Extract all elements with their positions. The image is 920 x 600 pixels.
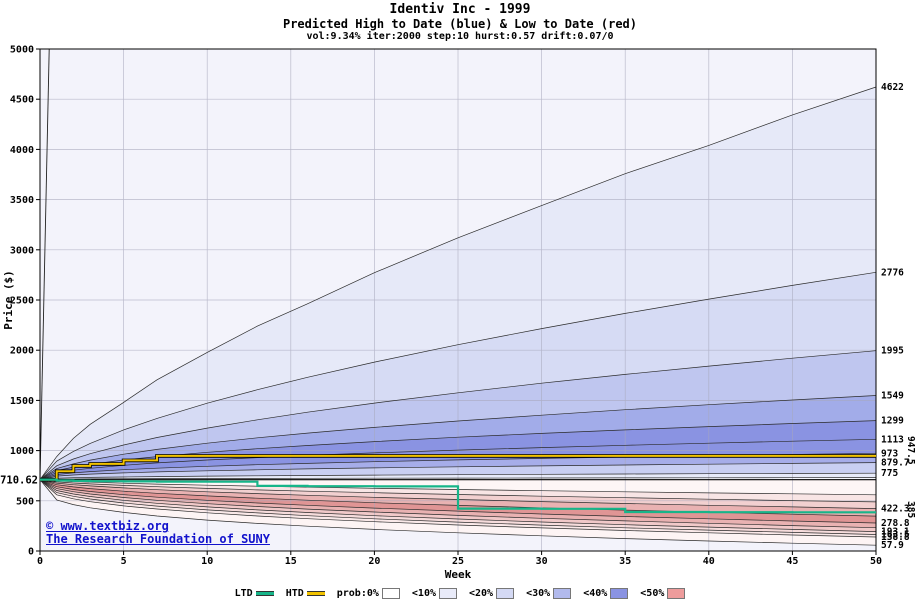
watermark-link-textbiz[interactable]: © www.textbiz.org	[46, 519, 169, 533]
y-tick-label: 500	[16, 496, 34, 507]
legend-label: HTD	[285, 588, 304, 599]
x-tick-label: 45	[786, 556, 798, 567]
legend-swatch	[255, 591, 274, 596]
legend-swatch	[610, 588, 629, 599]
x-tick-label: 30	[536, 556, 548, 567]
axis-ticks: 0 5 10 15 20 25 30 35 40 45 5005001000150020002500…	[10, 45, 882, 568]
chart-params: vol:9.34% iter:2000 step:10 hurst:0.57 d…	[306, 31, 614, 42]
quantile-label: 1995	[881, 346, 904, 357]
legend-item-40: <40%	[583, 588, 629, 599]
legend-swatch	[553, 588, 572, 599]
y-tick-label: 4500	[10, 95, 34, 106]
chart-header: Identiv Inc - 1999 Predicted High to Dat…	[0, 0, 920, 43]
quantile-label: 163.5	[881, 530, 910, 541]
price-fan-chart: Price ($) Week 0 5 10 15 20 25 30 35 40 45 5005001…	[0, 45, 916, 582]
quantile-label: 278.8	[881, 518, 910, 529]
quantile-label: 879.7	[881, 458, 910, 469]
legend-label: <30%	[526, 588, 551, 599]
x-tick-label: 15	[285, 556, 297, 567]
quantile-label: 2776	[881, 267, 904, 278]
legend-item-30: <30%	[526, 588, 572, 599]
quantile-label: 973	[881, 448, 898, 459]
ltd-final-label: 385	[905, 501, 916, 518]
quantile-label: 1113	[881, 434, 904, 445]
watermark: © www.textbiz.org The Research Foundatio…	[46, 520, 270, 546]
quantile-label: 1299	[881, 416, 904, 427]
legend-item-ltd: LTD	[235, 588, 274, 599]
legend-item-20: <20%	[469, 588, 515, 599]
legend-item-prob0: prob:0%	[337, 588, 400, 599]
x-tick-label: 5	[121, 556, 127, 567]
chart-subtitle: Predicted High to Date (blue) & Low to D…	[282, 17, 637, 31]
legend-item-htd: HTD	[286, 588, 325, 599]
start-price-label: 710.62	[0, 475, 38, 487]
ltd-line	[40, 478, 876, 514]
x-tick-label: 50	[870, 556, 882, 567]
watermark-link-suny[interactable]: The Research Foundation of SUNY	[46, 532, 270, 546]
x-tick-label: 10	[201, 556, 213, 567]
legend-swatch	[667, 588, 686, 599]
y-axis-title: Price ($)	[2, 270, 15, 330]
quantile-label: 422.3	[881, 504, 910, 515]
max-spike-line	[39, 48, 50, 480]
legend-swatch	[439, 588, 457, 599]
y-tick-label: 2500	[10, 296, 34, 307]
quantile-label: 1549	[881, 390, 904, 401]
y-tick-label: 1000	[10, 446, 34, 457]
legend-swatch	[496, 588, 515, 599]
legend-label: LTD	[234, 588, 253, 599]
legend-label: <10%	[411, 588, 436, 599]
legend-item-10: <10%	[412, 588, 457, 599]
x-tick-label: 35	[619, 556, 631, 567]
x-tick-label: 0	[37, 556, 43, 567]
chart-title: Identiv Inc - 1999	[389, 2, 531, 17]
low-band	[40, 479, 876, 517]
legend-label: <40%	[583, 588, 608, 599]
y-tick-label: 5000	[10, 45, 34, 56]
y-tick-label: 3500	[10, 195, 34, 206]
htd-line	[40, 454, 876, 482]
x-tick-label: 40	[703, 556, 715, 567]
htd-final-label: 947.5	[905, 436, 916, 465]
y-tick-label: 1500	[10, 396, 34, 407]
chart-legend: LTD HTD prob:0% <10% <20% <30% <40% <50%	[0, 587, 920, 600]
quantile-label: 57.9	[881, 540, 904, 551]
quantile-label: 775	[881, 468, 898, 479]
quantile-label: 4622	[881, 82, 904, 93]
x-tick-label: 20	[368, 556, 380, 567]
quantile-label: 138.8	[881, 532, 910, 543]
high-band	[40, 395, 876, 480]
legend-label: <50%	[640, 588, 665, 599]
x-tick-label: 25	[452, 556, 464, 567]
y-tick-label: 3000	[10, 245, 34, 256]
x-axis-title: Week	[445, 568, 472, 581]
y-tick-label: 2000	[10, 346, 34, 357]
low-band	[40, 479, 876, 509]
legend-label: prob:0%	[336, 588, 379, 599]
legend-swatch	[306, 591, 325, 596]
legend-swatch	[381, 588, 400, 599]
legend-item-50: <50%	[640, 588, 686, 599]
quantile-label: 193.1	[881, 527, 910, 538]
y-tick-label: 0	[28, 547, 34, 558]
y-tick-label: 4000	[10, 145, 34, 156]
legend-label: <20%	[469, 588, 494, 599]
